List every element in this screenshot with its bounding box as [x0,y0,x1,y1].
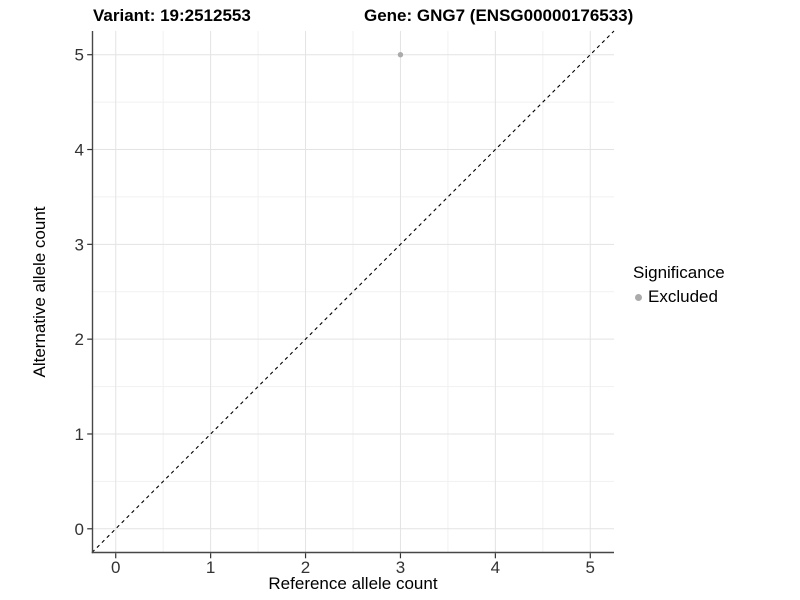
legend: Significance Excluded [631,263,725,307]
plot-title-variant: Variant: 19:2512553 [93,6,251,25]
data-points [397,52,404,58]
svg-text:4: 4 [491,558,500,577]
tick-marks [87,54,591,559]
svg-text:0: 0 [75,520,84,539]
legend-point-icon [635,293,642,301]
svg-text:2: 2 [301,558,310,577]
svg-text:3: 3 [75,235,84,254]
legend-title: Significance [633,263,725,282]
grid-major [92,31,614,553]
legend-item-label: Excluded [648,287,718,306]
svg-text:3: 3 [396,558,405,577]
svg-text:5: 5 [586,558,595,577]
data-point-excluded [397,52,404,58]
svg-text:5: 5 [75,46,84,65]
y-axis-title: Alternative allele count [30,206,49,378]
plot-title-gene: Gene: GNG7 (ENSG00000176533) [364,6,634,25]
legend-item-excluded: Excluded [631,287,725,307]
y-tick-labels: 0 1 2 3 4 5 [75,46,84,539]
svg-text:0: 0 [111,558,120,577]
x-tick-labels: 0 1 2 3 4 5 [111,558,595,577]
svg-text:4: 4 [75,141,84,160]
svg-text:1: 1 [75,425,84,444]
grid-minor [92,31,614,553]
x-axis-title: Reference allele count [268,574,438,593]
svg-text:2: 2 [75,330,84,349]
svg-text:1: 1 [206,558,215,577]
